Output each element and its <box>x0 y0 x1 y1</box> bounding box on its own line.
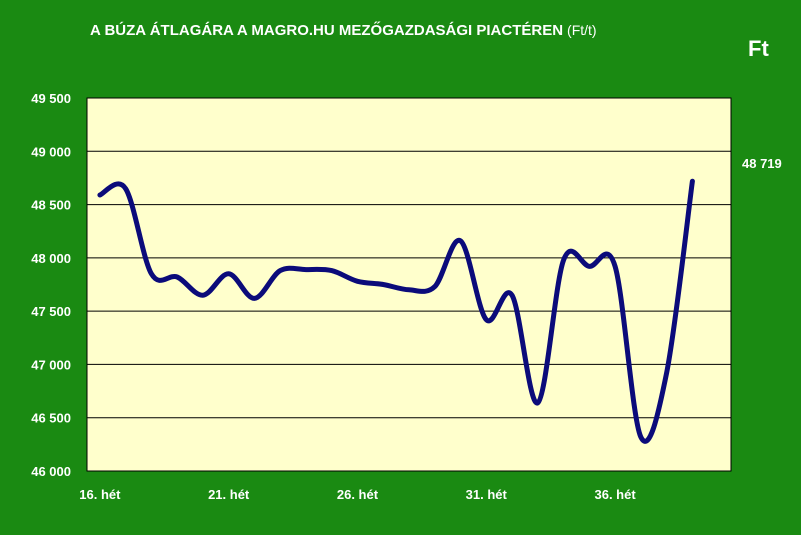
last-value-label: 48 719 <box>742 156 782 171</box>
y-tick-label: 48 500 <box>31 198 71 213</box>
x-axis-tick-labels: 16. hét 21. hét 26. hét 31. hét 36. hét <box>79 487 636 502</box>
y-axis-tick-labels: 46 000 46 500 47 000 47 500 48 000 48 500 49 0… <box>31 91 71 479</box>
x-tick-label: 16. hét <box>79 487 121 502</box>
y-tick-label: 46 000 <box>31 464 71 479</box>
x-tick-label: 21. hét <box>208 487 250 502</box>
series-line <box>97 178 695 444</box>
x-tick-label: 31. hét <box>466 487 508 502</box>
y-tick-label: 46 500 <box>31 411 71 426</box>
chart-title: A BÚZA ÁTLAGÁRA A MAGRO.HU MEZŐGAZDASÁGI… <box>90 22 597 39</box>
y-tick-label: 49 500 <box>31 91 71 106</box>
corner-unit-label: Ft <box>748 36 769 61</box>
y-tick-label: 47 000 <box>31 357 71 372</box>
plot-area <box>86 97 732 472</box>
y-tick-label: 49 000 <box>31 144 71 159</box>
x-tick-label: 26. hét <box>337 487 379 502</box>
gridlines <box>87 150 731 419</box>
x-tick-label: 36. hét <box>594 487 636 502</box>
y-tick-label: 48 000 <box>31 251 71 266</box>
chart-title-text: A BÚZA ÁTLAGÁRA A MAGRO.HU MEZŐGAZDASÁGI… <box>90 22 564 39</box>
chart-title-unit: (Ft/t) <box>567 22 597 38</box>
y-tick-label: 47 500 <box>31 304 71 319</box>
